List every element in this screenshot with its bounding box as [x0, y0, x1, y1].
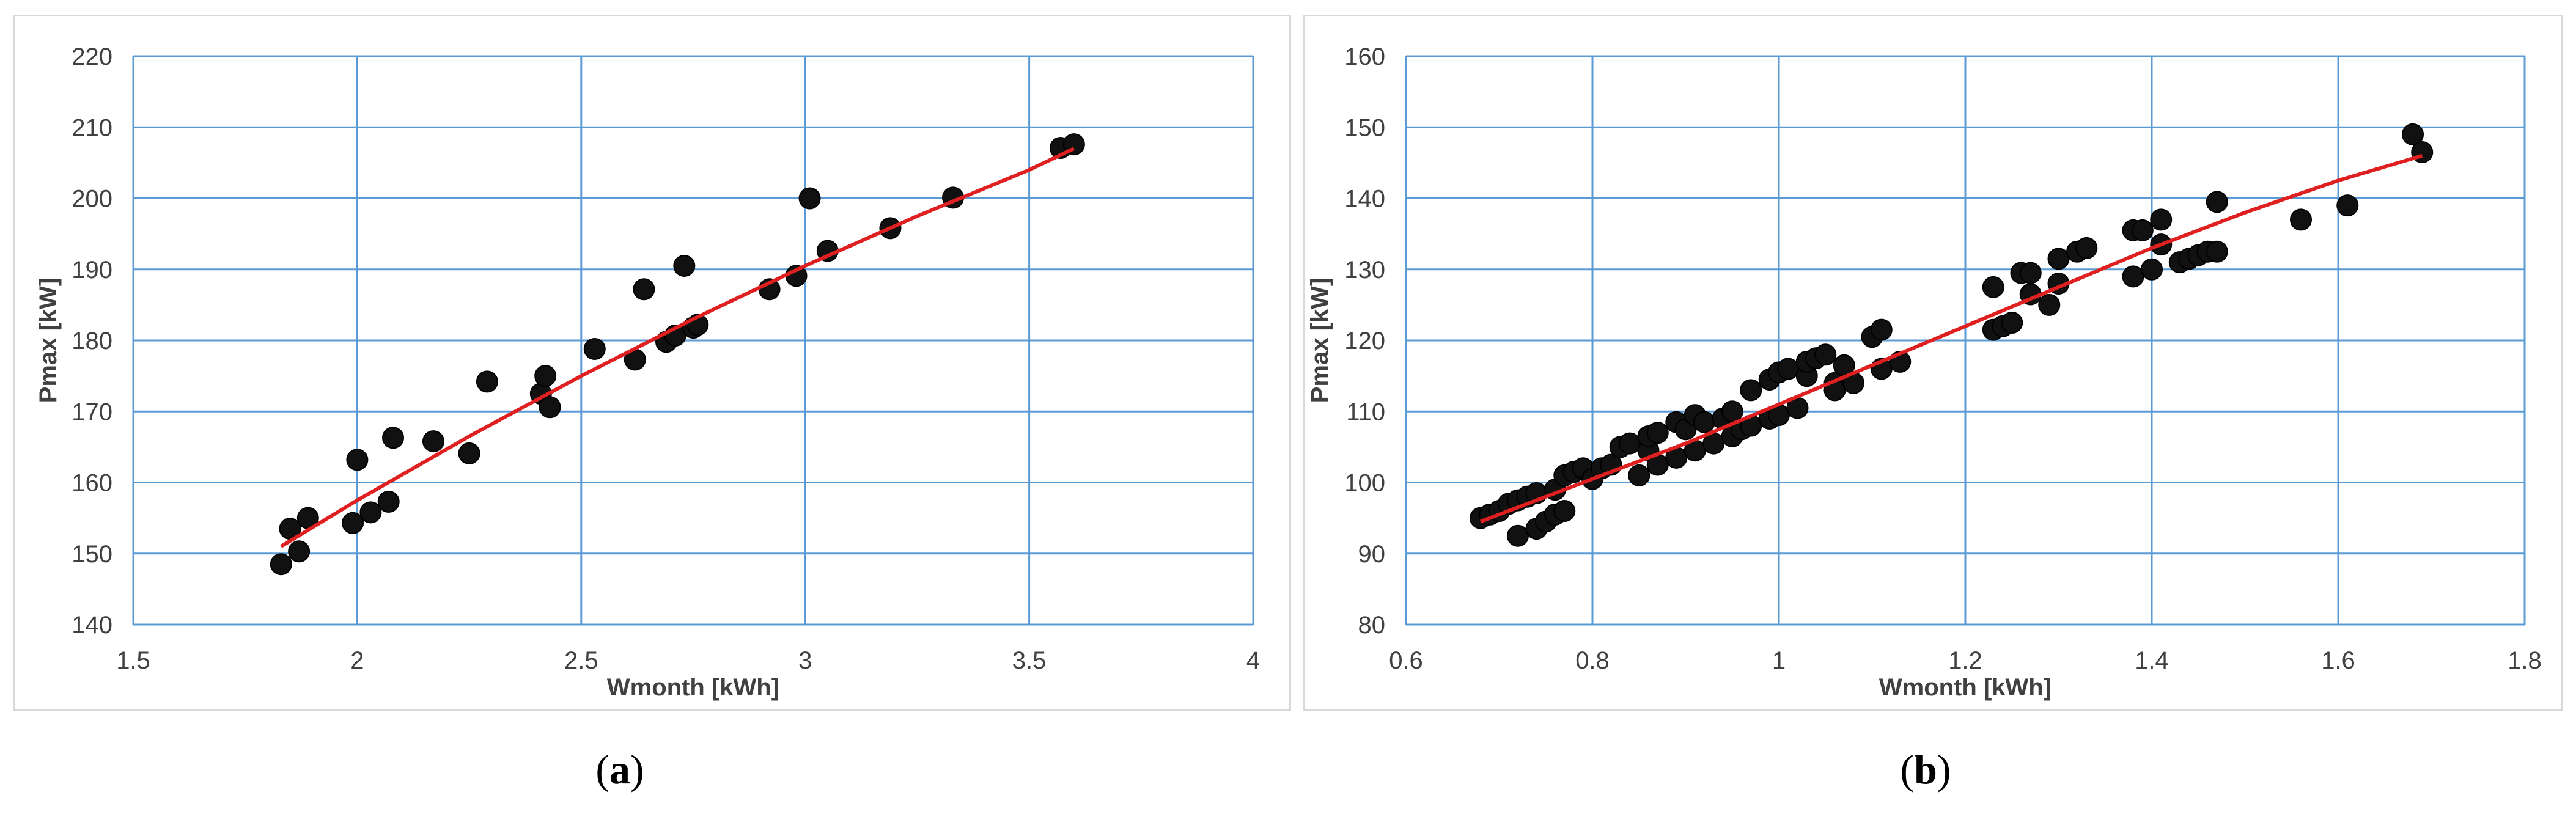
- x-tick-label-b-6: 1.8: [2508, 647, 2542, 674]
- data-point-b-66: [2047, 248, 2070, 270]
- data-point-a-10: [458, 442, 480, 464]
- data-point-b-21: [1628, 464, 1650, 486]
- data-point-b-71: [2131, 219, 2154, 241]
- data-point-b-74: [2150, 208, 2173, 231]
- y-tick-label-b-7: 150: [1344, 114, 1385, 141]
- data-point-b-20: [1619, 432, 1641, 455]
- x-tick-label-b-4: 1.4: [2135, 647, 2169, 674]
- data-point-a-9: [422, 430, 444, 453]
- data-point-a-6: [359, 501, 382, 524]
- data-point-a-8: [382, 427, 405, 449]
- x-tick-label-b-1: 0.8: [1575, 647, 1610, 674]
- y-tick-label-a-4: 180: [72, 328, 112, 354]
- data-point-b-68: [2075, 237, 2098, 259]
- data-point-b-80: [2206, 191, 2228, 213]
- y-axis-label-a: Pmax [kW]: [35, 278, 62, 403]
- caption-a: (a): [595, 746, 644, 793]
- data-point-a-4: [342, 512, 364, 534]
- data-point-a-25: [798, 187, 821, 210]
- x-tick-label-a-1: 2: [350, 647, 364, 674]
- data-point-a-15: [583, 337, 606, 360]
- data-point-a-17: [633, 278, 655, 301]
- data-point-a-20: [673, 254, 696, 277]
- y-tick-label-a-6: 200: [72, 186, 112, 213]
- y-tick-label-b-8: 160: [1344, 43, 1385, 70]
- data-point-b-12: [1553, 500, 1576, 522]
- data-point-a-13: [534, 365, 557, 387]
- data-point-b-81: [2290, 208, 2312, 231]
- x-tick-label-b-5: 1.6: [2321, 647, 2355, 674]
- x-tick-label-a-4: 3.5: [1012, 647, 1047, 674]
- y-tick-label-a-0: 140: [72, 612, 112, 639]
- y-tick-label-a-1: 150: [72, 541, 112, 568]
- data-point-b-38: [1740, 379, 1762, 402]
- y-tick-label-a-7: 210: [72, 114, 112, 141]
- data-point-b-54: [1870, 318, 1893, 341]
- data-point-a-2: [288, 540, 311, 563]
- data-point-b-31: [1693, 411, 1715, 433]
- data-point-b-72: [2141, 258, 2163, 280]
- data-point-b-48: [1814, 343, 1837, 366]
- y-tick-label-b-1: 90: [1358, 541, 1386, 568]
- x-tick-label-b-0: 0.6: [1389, 647, 1423, 674]
- data-point-b-60: [2001, 311, 2023, 334]
- trend-line-b: [1479, 153, 2423, 524]
- y-tick-label-b-3: 110: [1346, 398, 1385, 425]
- y-tick-label-a-2: 160: [72, 470, 112, 497]
- trend-line-a: [280, 147, 1075, 548]
- data-point-b-24: [1646, 422, 1669, 444]
- y-tick-label-a-8: 220: [72, 43, 112, 70]
- data-point-a-0: [270, 553, 292, 576]
- data-point-a-11: [476, 370, 498, 393]
- data-point-b-64: [2038, 293, 2061, 316]
- data-point-b-58: [1982, 276, 2004, 298]
- data-point-b-82: [2336, 194, 2359, 217]
- y-tick-label-a-3: 170: [72, 398, 112, 425]
- y-tick-label-b-2: 100: [1344, 470, 1385, 497]
- x-tick-label-a-2: 2.5: [564, 647, 598, 674]
- y-axis-label-b: Pmax [kW]: [1306, 278, 1333, 403]
- chart-panel-a: [13, 15, 1291, 711]
- x-tick-label-b-2: 1: [1772, 647, 1786, 674]
- x-axis-label-b: Wmonth [kWh]: [1879, 674, 2052, 701]
- x-axis-label-a: Wmonth [kWh]: [607, 674, 779, 701]
- data-point-b-63: [2019, 262, 2042, 284]
- data-point-b-35: [1721, 400, 1743, 423]
- y-tick-label-b-4: 120: [1344, 328, 1385, 354]
- x-tick-label-b-3: 1.2: [1948, 647, 1982, 674]
- y-tick-label-b-0: 80: [1358, 612, 1386, 639]
- y-tick-label-b-5: 130: [1344, 257, 1385, 284]
- x-tick-label-a-3: 3: [798, 647, 812, 674]
- data-point-b-5: [1507, 524, 1529, 547]
- chart-panel-b: [1303, 15, 2563, 711]
- x-tick-label-a-5: 4: [1246, 647, 1260, 674]
- y-tick-label-b-6: 140: [1344, 186, 1385, 213]
- data-point-b-43: [1777, 358, 1800, 380]
- data-point-a-5: [346, 449, 369, 471]
- x-tick-label-a-0: 1.5: [116, 647, 150, 674]
- data-point-a-7: [377, 490, 400, 513]
- data-point-b-83: [2402, 123, 2424, 145]
- data-point-a-14: [539, 396, 561, 419]
- caption-b: (b): [1900, 746, 1951, 793]
- data-point-b-79: [2206, 240, 2228, 263]
- data-point-b-70: [2122, 265, 2144, 288]
- y-tick-label-a-5: 190: [72, 257, 112, 284]
